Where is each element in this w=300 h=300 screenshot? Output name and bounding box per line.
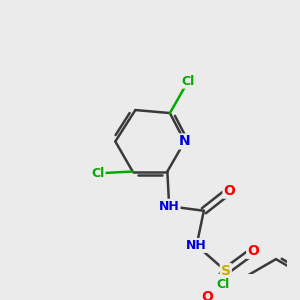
Text: O: O	[247, 244, 259, 258]
Text: Cl: Cl	[182, 75, 195, 88]
Text: NH: NH	[159, 200, 179, 213]
Text: S: S	[221, 264, 231, 278]
Text: O: O	[224, 184, 235, 198]
Text: Cl: Cl	[216, 278, 230, 291]
Text: N: N	[179, 134, 190, 148]
Text: O: O	[202, 290, 213, 300]
Text: Cl: Cl	[91, 167, 105, 180]
Text: NH: NH	[186, 239, 207, 252]
